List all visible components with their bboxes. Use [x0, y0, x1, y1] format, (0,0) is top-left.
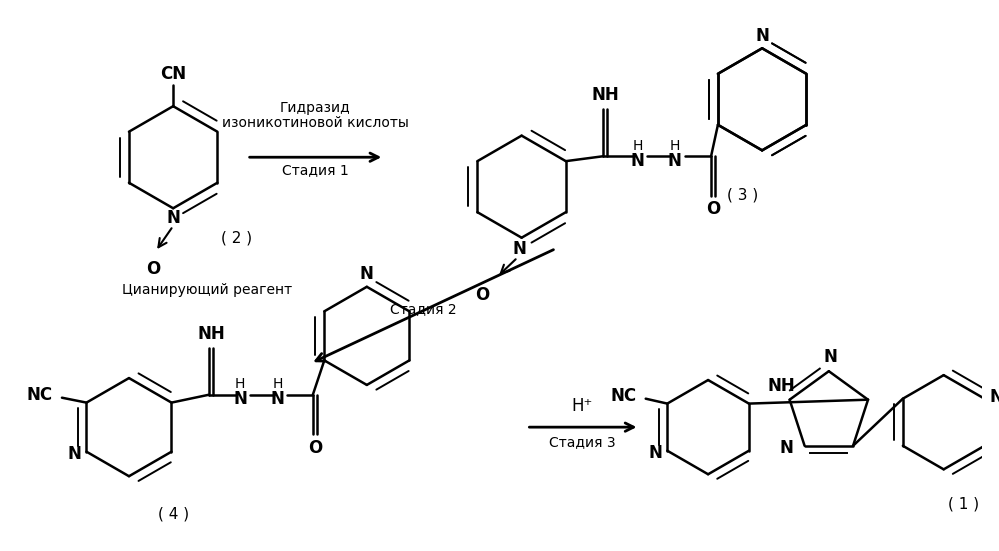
- Text: N: N: [68, 445, 82, 463]
- Text: ( 3 ): ( 3 ): [727, 187, 758, 202]
- Text: N: N: [233, 390, 247, 408]
- Text: H: H: [669, 139, 680, 153]
- Text: NC: NC: [610, 387, 636, 405]
- Text: N: N: [360, 265, 374, 283]
- Text: CN: CN: [160, 65, 186, 83]
- Text: N: N: [166, 209, 180, 227]
- Text: N: N: [630, 152, 644, 170]
- Text: H: H: [632, 139, 642, 153]
- Text: O: O: [476, 285, 490, 304]
- Text: N: N: [648, 444, 662, 462]
- Text: N: N: [512, 240, 526, 257]
- Text: ( 1 ): ( 1 ): [948, 496, 979, 511]
- Text: Стадия 1: Стадия 1: [282, 163, 349, 177]
- Text: N: N: [667, 152, 681, 170]
- Text: H⁺: H⁺: [571, 397, 593, 414]
- Text: NH: NH: [591, 87, 619, 104]
- Text: NH: NH: [768, 377, 795, 395]
- Text: Стадия 2: Стадия 2: [391, 302, 457, 316]
- Text: H: H: [273, 377, 283, 391]
- Text: Гидразид: Гидразид: [280, 101, 351, 115]
- Text: N: N: [755, 26, 769, 45]
- Text: ( 4 ): ( 4 ): [158, 506, 189, 521]
- Text: ( 2 ): ( 2 ): [222, 230, 253, 245]
- Text: NC: NC: [26, 386, 52, 404]
- Text: H: H: [235, 377, 246, 391]
- Text: Цианирующий реагент: Цианирующий реагент: [123, 283, 293, 297]
- Text: N: N: [989, 388, 999, 406]
- Text: N: N: [271, 390, 285, 408]
- Text: NH: NH: [198, 325, 226, 343]
- Text: O: O: [706, 200, 720, 218]
- Text: O: O: [308, 439, 322, 457]
- Text: O: O: [147, 260, 161, 278]
- Text: N: N: [824, 348, 838, 366]
- Text: N: N: [780, 439, 794, 457]
- Text: изоникотиновой кислоты: изоникотиновой кислоты: [222, 116, 409, 130]
- Text: Стадия 3: Стадия 3: [549, 435, 615, 449]
